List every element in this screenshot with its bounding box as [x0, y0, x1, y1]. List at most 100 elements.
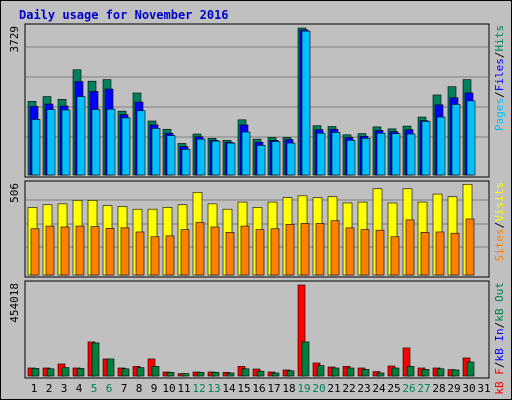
legend-kb-out: kB Out	[493, 282, 506, 322]
legend-separator: /	[493, 222, 506, 229]
bar-kb-out	[301, 341, 310, 377]
bar-sites	[60, 226, 70, 276]
bar-kb-f	[402, 347, 411, 377]
bar-sites	[105, 228, 115, 276]
bar-sites	[405, 219, 415, 276]
x-tick-label: 19	[297, 382, 310, 395]
bar-kb-out	[61, 367, 70, 377]
bar-kb-out	[241, 368, 250, 377]
legend-hits-files-pages: Pages/Files/Hits	[493, 25, 506, 131]
x-tick-label: 4	[76, 382, 83, 395]
bar-kb-out	[136, 367, 145, 377]
x-tick-label: 9	[151, 382, 158, 395]
bar-kb-out	[451, 369, 460, 377]
x-tick-label: 30	[462, 382, 475, 395]
bar-kb-out	[346, 367, 355, 377]
bar-pages	[151, 128, 161, 176]
bar-pages	[61, 109, 71, 176]
bar-pages	[331, 132, 341, 176]
bar-sites	[420, 232, 430, 276]
bar-kb-out	[181, 373, 190, 377]
x-tick-label: 31	[477, 382, 490, 395]
bar-pages	[301, 30, 311, 176]
bar-kb-out	[421, 369, 430, 377]
bar-sites	[390, 236, 400, 276]
bar-pages	[46, 109, 56, 176]
legend-visits: Visits	[493, 182, 506, 222]
x-tick-label: 23	[357, 382, 370, 395]
x-tick-label: 21	[327, 382, 340, 395]
bar-kb-out	[91, 342, 100, 377]
bar-sites	[255, 229, 265, 276]
legend-kbytes: kB F/kB In/kB Out	[493, 282, 506, 395]
bar-sites	[120, 227, 130, 276]
bar-pages	[76, 96, 86, 176]
bar-kb-out	[106, 358, 115, 377]
legend-sites: Sites	[493, 228, 506, 261]
bar-pages	[421, 121, 431, 176]
bar-kb-out	[331, 367, 340, 377]
x-tick-label: 28	[432, 382, 445, 395]
bar-sites	[225, 232, 235, 276]
bar-kb-out	[436, 368, 445, 377]
x-tick-label: 1	[31, 382, 38, 395]
x-tick-label: 29	[447, 382, 460, 395]
y-max-label: 454018	[8, 283, 21, 323]
bar-sites	[300, 223, 310, 276]
bar-sites	[75, 225, 85, 276]
bar-kb-out	[256, 370, 265, 377]
bar-kb-out	[226, 372, 235, 377]
x-tick-label: 17	[267, 382, 280, 395]
legend-kb-in: kB In	[493, 328, 506, 361]
bar-pages	[256, 145, 266, 176]
bar-pages	[181, 149, 191, 176]
legend-separator: /	[493, 52, 506, 59]
bar-kb-out	[121, 368, 130, 377]
bar-sites	[375, 229, 385, 276]
bar-sites	[195, 222, 205, 276]
bar-kb-f	[297, 284, 306, 377]
legend-separator: /	[493, 91, 506, 98]
x-tick-label: 12	[192, 382, 205, 395]
bar-sites	[45, 225, 55, 276]
legend-kb-f: kB F	[493, 368, 506, 395]
bar-sites	[240, 225, 250, 276]
legend-files: Files	[493, 58, 506, 91]
x-tick-label: 27	[417, 382, 430, 395]
x-tick-label: 26	[402, 382, 415, 395]
bar-pages	[271, 141, 281, 176]
x-tick-label: 11	[177, 382, 190, 395]
x-tick-label: 5	[91, 382, 98, 395]
x-tick-label: 25	[387, 382, 400, 395]
bar-kb-out	[286, 370, 295, 377]
legend-visits-sites: Sites/Visits	[493, 182, 506, 262]
bar-pages	[91, 109, 101, 176]
bar-kb-out	[151, 366, 160, 377]
legend-separator: /	[493, 362, 506, 369]
y-max-label: 3729	[8, 26, 21, 53]
x-tick-label: 13	[207, 382, 220, 395]
bar-kb-out	[391, 367, 400, 377]
x-tick-label: 22	[342, 382, 355, 395]
bar-sites	[330, 220, 340, 276]
bar-sites	[270, 228, 280, 276]
x-tick-label: 16	[252, 382, 265, 395]
legend-hits: Hits	[493, 25, 506, 52]
bar-kb-out	[211, 372, 220, 377]
plot-area-kbytes	[24, 280, 490, 379]
bar-kb-out	[316, 365, 325, 377]
bar-sites	[30, 228, 40, 276]
bar-pages	[346, 140, 356, 176]
x-tick-label: 10	[162, 382, 175, 395]
bar-pages	[166, 135, 176, 176]
x-tick-label: 6	[106, 382, 113, 395]
bar-kb-out	[46, 368, 55, 377]
bar-kb-out	[361, 369, 370, 377]
bar-sites	[315, 223, 325, 276]
x-tick-label: 3	[61, 382, 68, 395]
bar-pages	[241, 131, 251, 176]
x-tick-label: 20	[312, 382, 325, 395]
bar-pages	[316, 132, 326, 176]
bar-pages	[376, 132, 386, 176]
